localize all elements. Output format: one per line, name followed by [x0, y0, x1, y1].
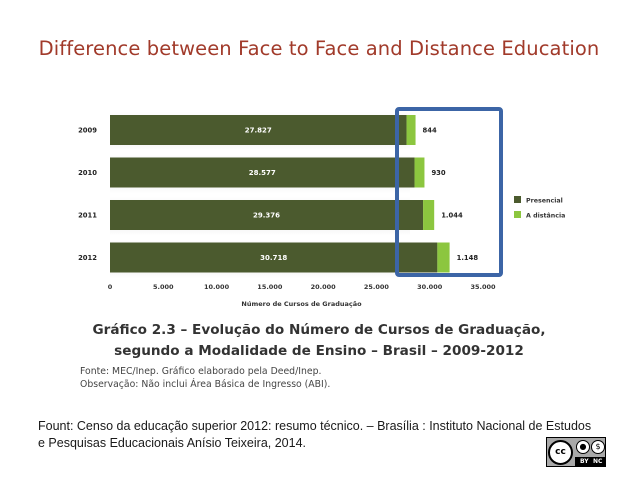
year-label-2010: 2010 [78, 169, 97, 177]
data-label-presencial-2009: 27.827 [245, 127, 272, 135]
nc-label: NC [593, 458, 603, 465]
x-axis-label: Número de Cursos de Graduação [241, 300, 362, 308]
bar-2009-a-distância [406, 115, 416, 145]
bar-2012-a-distância [437, 242, 450, 273]
cc-license-badge: cc ● $ BY NC [546, 437, 606, 467]
by-label: BY [580, 458, 589, 465]
fount-line1: Fount: Censo da educação superior 2012: … [38, 419, 592, 433]
data-label-presencial-2012: 30.718 [260, 254, 287, 262]
fount-line2: e Pesquisas Educacionais Anísio Teixeira… [38, 435, 306, 450]
nc-dollar-icon: $ [591, 440, 605, 454]
x-tick-label-5000: 5.000 [153, 283, 174, 291]
x-tick-label-25000: 25.000 [364, 283, 390, 291]
bar-chart: 2009 27.827 844 2010 28.577 930 2011 29.376 1.04… [78, 107, 565, 308]
x-tick-label-0: 0 [108, 283, 113, 291]
data-label-distancia-2011: 1.044 [441, 212, 463, 220]
data-label-distancia-2010: 930 [431, 169, 445, 177]
x-tick-label-15000: 15.000 [257, 283, 283, 291]
legend-label-1: A distância [526, 211, 565, 219]
legend-swatch-1 [514, 211, 521, 218]
chart-caption-line1: Gráfico 2.3 – Evolução do Número de Curs… [92, 322, 546, 338]
x-tick-label-10000: 10.000 [204, 283, 230, 291]
slide-title: Difference between Face to Face and Dist… [38, 37, 600, 60]
source-note: Fonte: MEC/Inep. Gráfico elaborado pela … [80, 366, 322, 377]
observation-note: Observação: Não inclui Área Básica de In… [80, 378, 331, 390]
highlight-box [395, 107, 503, 277]
x-tick-label-20000: 20.000 [311, 283, 337, 291]
legend-swatch-0 [514, 196, 521, 203]
x-tick-label-30000: 30.000 [417, 283, 443, 291]
bar-2011-presencial [110, 200, 424, 230]
x-tick-label-35000: 35.000 [470, 283, 496, 291]
license-label-bar [575, 457, 605, 466]
fount-citation: Fount: Censo da educação superior 2012: … [38, 418, 618, 451]
year-label-2011: 2011 [78, 212, 97, 220]
year-label-2012: 2012 [78, 254, 97, 262]
by-person-icon: ● [576, 440, 590, 454]
chart-caption-line2: segundo a Modalidade de Ensino – Brasil … [114, 343, 524, 359]
bar-2009-presencial [110, 115, 407, 145]
data-label-distancia-2009: 844 [423, 127, 437, 135]
year-label-2009: 2009 [78, 127, 97, 135]
legend-label-0: Presencial [526, 197, 563, 204]
bar-2010-a-distância [414, 157, 425, 188]
bar-2012-presencial [110, 242, 438, 273]
data-label-distancia-2012: 1.148 [457, 254, 479, 262]
chart-notes: Fonte: MEC/Inep. Gráfico elaborado pela … [80, 366, 330, 391]
data-label-presencial-2011: 29.376 [253, 212, 280, 220]
bar-2010-presencial [110, 157, 415, 188]
data-label-presencial-2010: 28.577 [249, 169, 276, 177]
bar-2011-a-distância [423, 200, 435, 230]
cc-icon: cc [548, 440, 573, 465]
